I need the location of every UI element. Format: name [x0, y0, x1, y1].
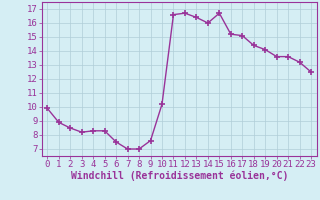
X-axis label: Windchill (Refroidissement éolien,°C): Windchill (Refroidissement éolien,°C) — [70, 171, 288, 181]
